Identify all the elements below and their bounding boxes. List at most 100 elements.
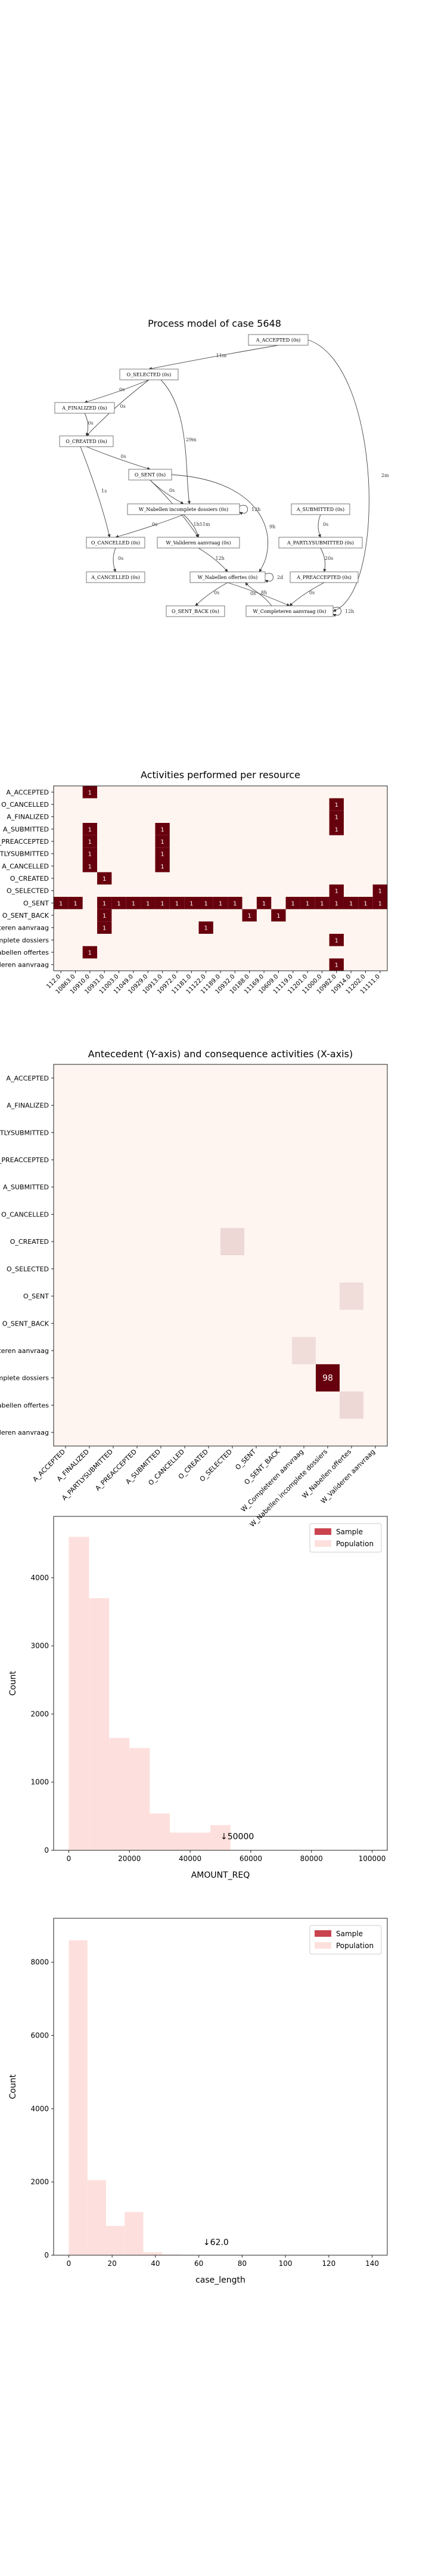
process-node-box: [291, 503, 350, 515]
process-node-label: W_Completeren aanvraag (0s): [253, 609, 326, 614]
process-edge-line: [198, 547, 228, 572]
histogram-x-tick-label: 0: [67, 1854, 72, 1863]
heatmap-row-label: A_FINALIZED: [7, 1102, 49, 1110]
heatmap-row-label: O_CREATED: [10, 1238, 49, 1246]
histogram-legend-swatch: [315, 1930, 331, 1937]
process-edge: 0s: [86, 379, 150, 436]
heatmap-cell: [329, 810, 344, 823]
process-edge: 20s: [320, 547, 333, 572]
histogram-y-tick-label: 0: [44, 2251, 49, 2259]
process-node: W_Nabellen offertes (0s): [189, 571, 266, 583]
heatmap-row-label: A_ACCEPTED: [7, 788, 49, 796]
histogram-bar-population: [125, 2212, 144, 2255]
process-edge-line: [239, 504, 248, 515]
case-length-histogram: 0 20 40 60 80 100 120 140 0 2000 4000 6000 8000 case_…: [8, 1918, 388, 2285]
heatmap-row-label: O_SELECTED: [7, 1265, 49, 1273]
heatmap-cell: [155, 823, 170, 835]
process-edge-label: 11m: [216, 353, 227, 358]
heatmap-cell-value: 1: [349, 900, 353, 907]
process-edge-label: 0s: [169, 488, 175, 493]
process-model-nodes: A_ACCEPTED (0s) O_SELECTED (0s) A_FINALIZE…: [54, 334, 363, 617]
heatmap-cell: [82, 946, 98, 959]
resource-heatmap-title: Activities performed per resource: [141, 769, 300, 781]
process-node-label: A_SUBMITTED (0s): [296, 507, 344, 512]
process-edge-line: [171, 474, 269, 572]
process-node-box: [278, 537, 363, 549]
process-edge: 12h: [198, 547, 228, 572]
heatmap-row-label: O_SENT_BACK: [2, 1320, 49, 1327]
heatmap-row-label: A_PARTLYSUBMITTED: [0, 1129, 49, 1137]
heatmap-cell: [97, 909, 112, 922]
process-node-box: [245, 605, 334, 617]
heatmap-cell-value: 1: [204, 900, 207, 907]
process-node: W_Valideren aanvraag (0s): [157, 537, 240, 549]
process-node-label: W_Nabellen incomplete dossiers (0s): [139, 507, 228, 512]
process-node-label: A_FINALIZED (0s): [61, 405, 107, 411]
heatmap-cell-value: 1: [160, 900, 164, 907]
process-edge: 0s: [86, 446, 151, 470]
process-node-box: [248, 334, 309, 346]
process-edge-line: [148, 345, 279, 370]
histogram-bar-population: [69, 1940, 88, 2255]
histogram-x-tick-label: 80: [238, 2259, 247, 2268]
case-length-plot: 0 20 40 60 80 100 120 140 0 2000 4000 6000 8000 case_…: [8, 1918, 388, 2285]
heatmap-cell-value: 1: [59, 900, 63, 907]
process-edge-line: [84, 413, 89, 436]
process-edge: 0s: [150, 479, 184, 504]
process-edge-label: 29m: [186, 437, 197, 442]
process-edge: 12h: [332, 606, 354, 617]
process-edge-label: 12h: [216, 556, 225, 561]
process-edge-label: 8h: [261, 590, 267, 596]
histogram-legend-label: Sample: [336, 1930, 363, 1938]
histogram-bar-population: [87, 2180, 106, 2255]
process-node: W_Completeren aanvraag (0s): [245, 605, 334, 617]
process-edge-line: [227, 582, 290, 606]
heatmap-cell: [198, 897, 213, 909]
histogram-y-tick-label: 4000: [30, 1574, 49, 1582]
heatmap-cell-value: 1: [320, 900, 324, 907]
process-edge-line: [80, 446, 111, 538]
histogram-bar-population: [143, 2252, 162, 2255]
heatmap-cell: [82, 823, 98, 835]
heatmap-cell: [97, 921, 112, 934]
process-node-label: A_PARTLYSUBMITTED (0s): [287, 540, 354, 546]
heatmap-cell-value: 1: [335, 962, 338, 969]
process-node-box: [54, 402, 115, 414]
process-node-box: [290, 571, 359, 583]
heatmap-row-label: A_PREACCEPTED: [0, 838, 49, 846]
process-edge: 0s: [113, 547, 123, 572]
heatmap-cell-value: 1: [102, 913, 106, 919]
process-edge: 12h: [239, 504, 260, 515]
heatmap-cell-value: 1: [219, 900, 222, 907]
process-node: W_Nabellen incomplete dossiers (0s): [127, 503, 240, 515]
process-node-box: [59, 435, 114, 447]
histogram-frame: [53, 1516, 388, 1851]
histogram-y-tick-label: 6000: [30, 2032, 49, 2040]
histogram-x-tick-label: 120: [322, 2259, 335, 2268]
heatmap-frame: [53, 1064, 388, 1447]
heatmap-cell-value: 1: [262, 900, 266, 907]
heatmap-cell: [285, 897, 300, 909]
histogram-legend-label: Sample: [336, 1528, 363, 1536]
heatmap-cell-value: 1: [160, 826, 164, 833]
process-edge: 0s: [195, 582, 228, 606]
heatmap-cell: [213, 897, 228, 909]
heatmap-cell-value: 1: [335, 900, 338, 907]
heatmap-cell-value: 1: [88, 826, 92, 833]
heatmap-row-label: W_Valideren aanvraag: [0, 1429, 49, 1436]
heatmap-row-label: O_SENT: [23, 899, 49, 907]
heatmap-cell: [340, 1391, 363, 1419]
antecedent-heatmap-plot: 98 A_ACCEPTED A_FINALIZED A_PARTLYSUBMITTED…: [0, 1064, 388, 1528]
heatmap-row-label: O_CANCELLED: [1, 1210, 49, 1218]
histogram-annotation: ↓50000: [220, 1832, 254, 1842]
heatmap-row-label: O_SENT_BACK: [2, 912, 49, 919]
process-edge-label: 9h: [269, 524, 275, 530]
histogram-bar-population: [69, 1537, 89, 1850]
histogram-y-label: Count: [8, 2074, 18, 2099]
resource-heatmap-chart: Activities performed per resource 1 1 1 1 1 1…: [0, 769, 388, 995]
process-edge-line: [265, 572, 273, 583]
process-edge-label: 0s: [250, 591, 256, 596]
process-node: A_CANCELLED (0s): [86, 571, 145, 583]
heatmap-cell-value: 1: [335, 937, 338, 944]
histogram-bar-population: [129, 1748, 150, 1850]
